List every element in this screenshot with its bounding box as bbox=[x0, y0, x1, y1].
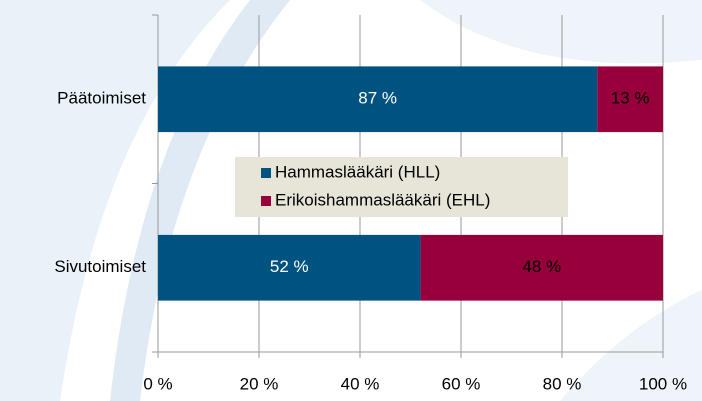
x-tick-label: 60 % bbox=[442, 374, 481, 393]
value-label: 48 % bbox=[522, 257, 561, 276]
x-tick-label: 100 % bbox=[639, 374, 687, 393]
x-tick-label: 0 % bbox=[143, 374, 172, 393]
x-tick-label: 40 % bbox=[341, 374, 380, 393]
legend-label: Hammaslääkäri (HLL) bbox=[275, 162, 440, 181]
legend-box bbox=[235, 157, 568, 217]
category-label: Päätoimiset bbox=[57, 89, 146, 108]
category-label: Sivutoimiset bbox=[54, 257, 146, 276]
value-label: 13 % bbox=[611, 89, 650, 108]
bar-segment bbox=[158, 234, 421, 301]
bar-segment bbox=[420, 234, 663, 301]
x-tick-label: 80 % bbox=[543, 374, 582, 393]
legend-swatch bbox=[261, 168, 271, 178]
legend-swatch bbox=[261, 196, 271, 206]
bar-segment bbox=[158, 66, 598, 133]
bar-segment bbox=[597, 66, 663, 133]
legend-label: Erikoishammaslääkäri (EHL) bbox=[275, 190, 490, 209]
value-label: 52 % bbox=[270, 257, 309, 276]
x-tick-label: 20 % bbox=[240, 374, 279, 393]
value-label: 87 % bbox=[358, 89, 397, 108]
